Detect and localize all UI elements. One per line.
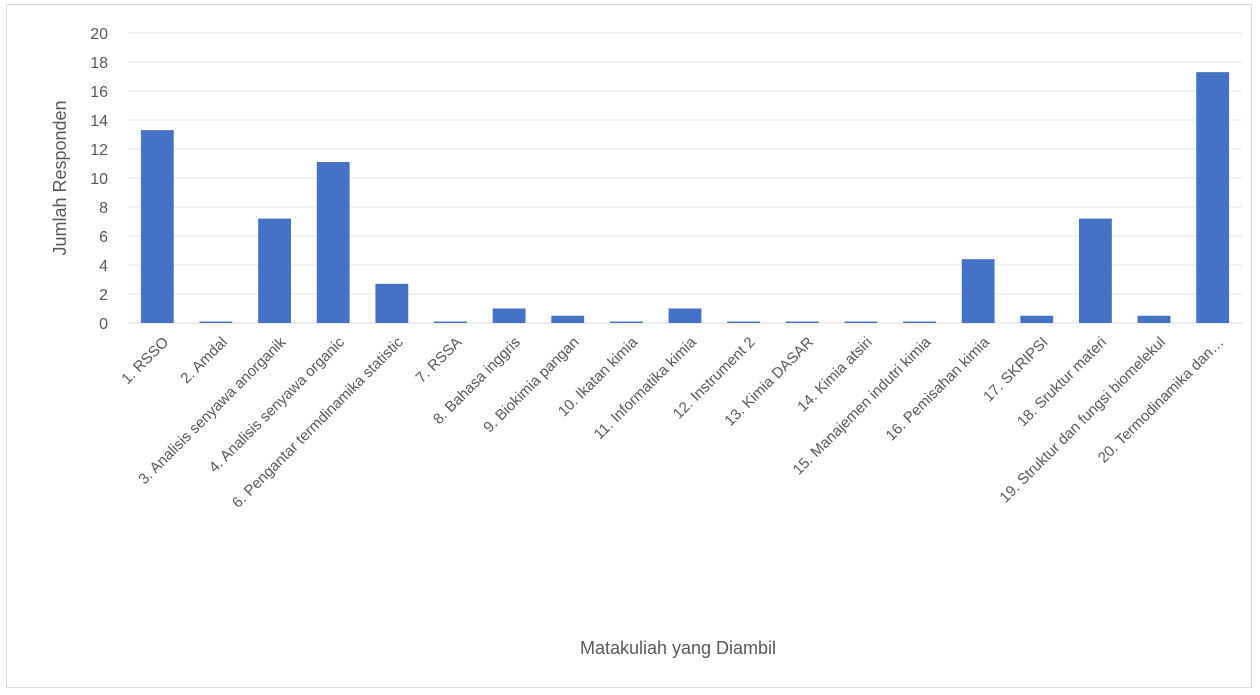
bar <box>609 321 643 323</box>
y-axis-title: Jumlah Responden <box>50 100 70 255</box>
y-axis-ticks: 0 2 4 6 8 10 12 14 16 18 20 <box>90 26 108 333</box>
bar <box>668 308 702 323</box>
bar <box>140 130 174 323</box>
x-axis-title: Matakuliah yang Diambil <box>580 638 776 658</box>
bar <box>903 321 936 323</box>
x-tick-label: 11. Informatika kimia <box>591 333 701 443</box>
y-tick-label: 10 <box>90 171 108 188</box>
bar <box>1137 315 1171 323</box>
y-tick-label: 14 <box>90 113 108 130</box>
y-tick-label: 8 <box>99 200 108 217</box>
bar <box>199 321 233 323</box>
bar <box>375 283 409 323</box>
bar <box>316 162 350 323</box>
bar <box>961 259 995 323</box>
x-tick-label: 2. Amdal <box>177 334 230 387</box>
y-tick-label: 12 <box>90 142 108 159</box>
bars <box>140 72 1230 324</box>
bar <box>1020 315 1054 323</box>
bar <box>1079 218 1112 323</box>
y-tick-label: 16 <box>90 84 108 101</box>
y-tick-label: 2 <box>99 287 108 304</box>
x-tick-label: 7. RSSA <box>413 334 466 387</box>
x-tick-label: 20. Termodinamika dan… <box>1095 334 1228 467</box>
bar <box>551 315 585 323</box>
y-tick-label: 20 <box>90 26 108 43</box>
bar <box>1196 72 1230 324</box>
bar <box>434 321 467 323</box>
bar <box>258 218 291 323</box>
bar <box>844 321 878 323</box>
gridlines <box>128 32 1242 324</box>
y-tick-label: 0 <box>99 316 108 333</box>
x-tick-label: 1. RSSO <box>118 334 172 388</box>
chart-frame <box>6 4 1252 688</box>
y-tick-label: 18 <box>90 55 108 72</box>
y-tick-label: 6 <box>99 229 108 246</box>
y-tick-label: 4 <box>99 258 108 275</box>
bar <box>492 308 526 323</box>
bar <box>785 321 819 323</box>
bar <box>727 321 761 323</box>
x-tick-label: 16. Pemisahan kimia <box>883 333 994 444</box>
